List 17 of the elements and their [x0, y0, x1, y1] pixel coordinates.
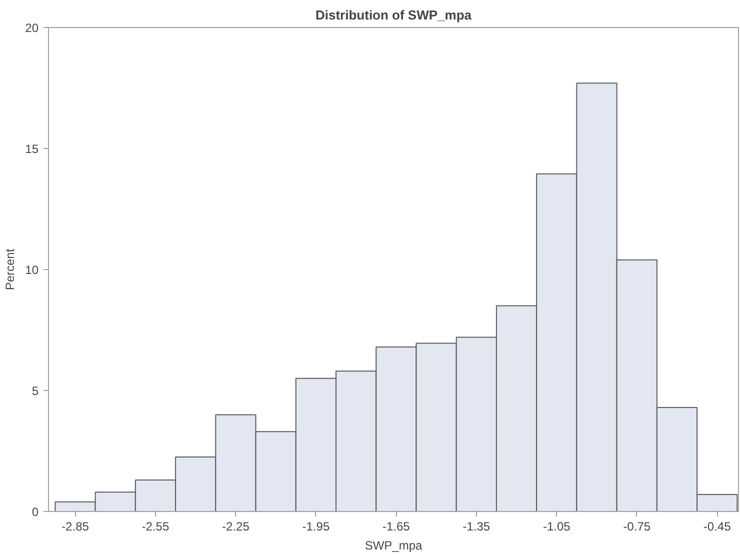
x-tick-label: -2.25: [222, 520, 250, 534]
x-tick-label: -0.45: [703, 520, 732, 534]
x-axis-title: SWP_mpa: [364, 538, 422, 552]
x-tick-label: -2.55: [142, 520, 170, 534]
x-tick-label: -0.75: [623, 520, 651, 534]
y-axis-title: Percent: [3, 248, 18, 290]
x-tick-label: -1.35: [462, 520, 490, 534]
y-tick-label: 0: [32, 505, 39, 519]
y-tick-label: 20: [25, 21, 39, 35]
y-tick-label: 15: [25, 142, 39, 156]
y-tick-label: 5: [32, 384, 39, 398]
x-tick-label: -1.95: [302, 520, 330, 534]
x-tick-label: -2.85: [62, 520, 90, 534]
x-tick-label: -1.05: [542, 520, 571, 534]
chart-title: Distribution of SWP_mpa: [316, 8, 472, 22]
x-tick-label: -1.65: [382, 520, 410, 534]
y-tick-label: 10: [25, 263, 39, 277]
